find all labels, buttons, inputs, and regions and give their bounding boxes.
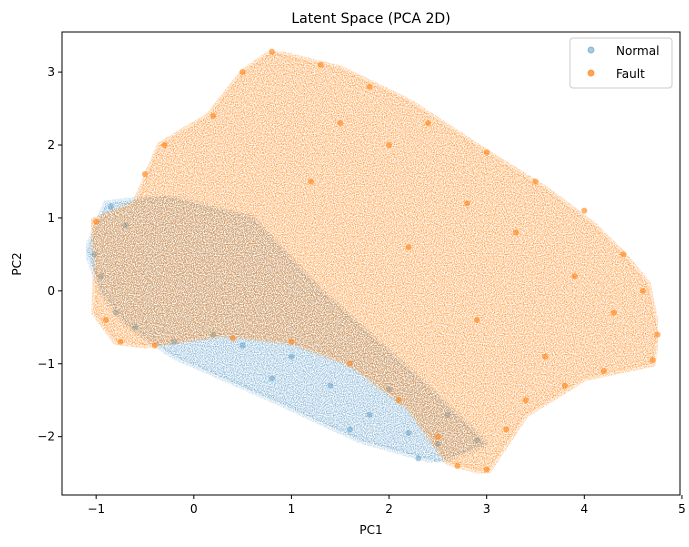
series-fault-point — [425, 120, 432, 127]
legend-box — [569, 37, 673, 89]
series-fault-point — [620, 251, 627, 258]
legend: Normal Fault — [569, 37, 673, 89]
series-fault-point — [405, 244, 412, 251]
y-axis: −2 −1 0 1 2 3 — [37, 65, 62, 444]
series-fault-point — [307, 178, 314, 185]
series-normal-point — [107, 203, 114, 210]
series-fault-point — [141, 171, 148, 178]
series-fault-point — [151, 342, 158, 349]
series-fault-point — [347, 360, 354, 367]
series-fault-point — [571, 273, 578, 280]
series-fault-point — [473, 317, 480, 324]
series-fault-point — [454, 462, 461, 469]
y-tick-label: 3 — [47, 65, 55, 79]
series-fault-point — [93, 218, 100, 225]
plot-frame — [61, 31, 681, 496]
legend-marker-normal — [587, 46, 595, 54]
y-tick-label: −1 — [37, 357, 55, 371]
y-axis-label: PC2 — [10, 252, 24, 275]
x-tick-label: 4 — [581, 502, 589, 516]
series-fault-point — [532, 178, 539, 185]
x-tick-label: 5 — [678, 502, 686, 516]
series-normal-point — [327, 382, 334, 389]
series-normal-point — [347, 426, 354, 433]
series-fault-point — [434, 433, 441, 440]
series-fault-point — [483, 466, 490, 473]
series-fault-point — [522, 397, 529, 404]
series-fault — [88, 48, 661, 477]
series-fault-point — [542, 353, 549, 360]
series-normal-point — [415, 455, 422, 462]
x-tick-label: 1 — [288, 502, 296, 516]
series-fault-point — [600, 368, 607, 375]
x-axis: −1 0 1 2 3 4 5 — [87, 495, 686, 516]
series-normal-point — [288, 353, 295, 360]
series-fault-point — [386, 142, 393, 149]
series-fault-point — [654, 331, 661, 338]
y-tick-label: 1 — [47, 211, 55, 225]
legend-label-normal: Normal — [616, 44, 659, 58]
series-fault-point — [649, 357, 656, 364]
x-tick-label: 3 — [483, 502, 491, 516]
series-normal-point — [366, 411, 373, 418]
series-fault-point — [395, 397, 402, 404]
series-fault-point — [288, 338, 295, 345]
series-fault-point — [483, 149, 490, 156]
series-fault-point — [337, 120, 344, 127]
series-fault-point — [117, 338, 124, 345]
series-fault-point — [464, 200, 471, 207]
y-tick-label: −2 — [37, 430, 55, 444]
series-fault-point — [317, 61, 324, 68]
series-fault-point — [268, 48, 275, 55]
series-fault-point — [610, 309, 617, 316]
x-axis-label: PC1 — [359, 523, 382, 537]
series-fault-point — [210, 112, 217, 119]
y-tick-label: 0 — [47, 284, 55, 298]
series-fault-point — [503, 426, 510, 433]
series-fault-point — [229, 335, 236, 342]
series-normal-point — [239, 342, 246, 349]
series-fault-point — [161, 142, 168, 149]
x-tick-label: 0 — [190, 502, 198, 516]
series-fault-point — [366, 83, 373, 90]
series-fault-point — [239, 69, 246, 76]
series-fault-point — [581, 207, 588, 214]
series-fault-point — [512, 229, 519, 236]
legend-label-fault: Fault — [616, 67, 645, 81]
series-fault-point — [102, 317, 109, 324]
x-tick-label: 2 — [385, 502, 393, 516]
series-fault-point — [639, 287, 646, 294]
series-normal-point — [268, 375, 275, 382]
series-fault-point — [561, 382, 568, 389]
x-tick-label: −1 — [87, 502, 105, 516]
chart-title: Latent Space (PCA 2D) — [291, 11, 450, 27]
y-tick-label: 2 — [47, 138, 55, 152]
legend-marker-fault — [587, 69, 595, 77]
series-fault-cloud — [88, 48, 661, 477]
series-normal-point — [405, 430, 412, 437]
